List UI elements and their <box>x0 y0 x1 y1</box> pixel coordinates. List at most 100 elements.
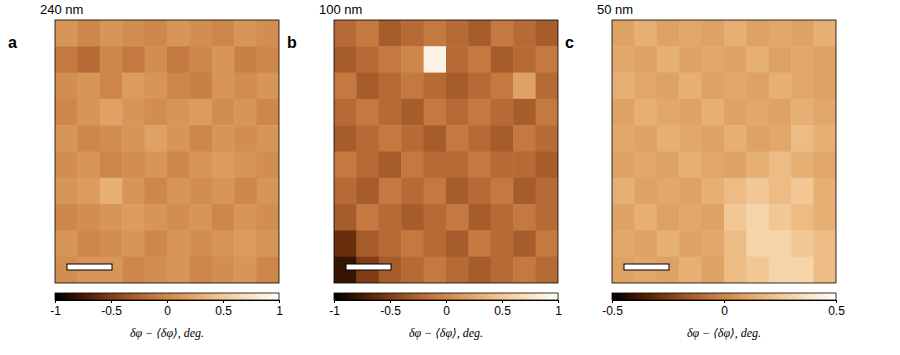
cell <box>468 46 491 73</box>
cell <box>334 73 357 100</box>
cell <box>513 257 536 283</box>
cell <box>702 46 725 73</box>
cell <box>791 257 814 283</box>
cell <box>401 178 424 205</box>
cell <box>634 204 657 231</box>
cell <box>724 73 747 100</box>
cell <box>634 125 657 152</box>
cell <box>100 46 123 73</box>
cell <box>145 204 168 231</box>
tick-label: -0.5 <box>602 304 623 318</box>
cell <box>679 99 702 126</box>
cell <box>257 230 279 257</box>
cell <box>491 257 514 283</box>
cell <box>356 204 379 231</box>
cell <box>702 178 725 205</box>
cell <box>212 152 235 179</box>
cell <box>100 152 123 179</box>
cell <box>634 230 657 257</box>
cell <box>77 73 100 100</box>
cell <box>513 46 536 73</box>
cell <box>724 152 747 179</box>
cell <box>100 204 123 231</box>
cell <box>446 99 469 126</box>
cell <box>356 230 379 257</box>
cell <box>167 46 190 73</box>
colorbar-label: δφ − ⟨δφ⟩, deg. <box>409 326 483 340</box>
cell <box>657 99 680 126</box>
tick-label: -0.5 <box>380 304 401 318</box>
cell <box>189 257 212 283</box>
cell <box>513 73 536 100</box>
cell <box>334 20 357 47</box>
tick: 0.5 <box>494 300 511 318</box>
cell <box>234 152 257 179</box>
cell <box>612 73 635 100</box>
tick: 0.5 <box>215 300 232 318</box>
cell <box>746 125 769 152</box>
cell <box>100 73 123 100</box>
cell <box>122 125 145 152</box>
cell <box>334 204 357 231</box>
cell <box>468 152 491 179</box>
panel: 240 nma-1-0.500.51δφ − ⟨δφ⟩, deg. <box>8 2 283 340</box>
cell <box>212 125 235 152</box>
cell <box>468 178 491 205</box>
cell <box>189 73 212 100</box>
cell <box>769 230 792 257</box>
cell <box>100 178 123 205</box>
cell <box>657 20 680 47</box>
cell <box>189 125 212 152</box>
cell <box>234 46 257 73</box>
scale-bar <box>67 264 112 270</box>
panel: 100 nmb-1-0.500.51δφ − ⟨δφ⟩, deg. <box>287 2 562 340</box>
tick-label: 0.5 <box>828 304 845 318</box>
cell <box>167 230 190 257</box>
tick-label: 0 <box>443 304 450 318</box>
cell <box>356 125 379 152</box>
cell <box>702 230 725 257</box>
cell <box>536 257 558 283</box>
cell <box>769 257 792 283</box>
cell <box>746 73 769 100</box>
cell <box>724 257 747 283</box>
cell <box>77 152 100 179</box>
cell <box>167 152 190 179</box>
cell <box>379 99 402 126</box>
cell <box>122 178 145 205</box>
tick: 1 <box>276 300 283 318</box>
cell <box>212 99 235 126</box>
cell <box>401 99 424 126</box>
cell <box>724 178 747 205</box>
cell <box>234 204 257 231</box>
cell <box>491 20 514 47</box>
cell <box>401 73 424 100</box>
cell <box>679 178 702 205</box>
cell <box>55 125 78 152</box>
cell <box>612 178 635 205</box>
cell <box>724 99 747 126</box>
cell <box>334 230 357 257</box>
cell <box>379 73 402 100</box>
cell <box>769 99 792 126</box>
tick: 0 <box>164 300 171 318</box>
cell <box>814 73 836 100</box>
tick: 0 <box>721 300 728 318</box>
cell <box>702 152 725 179</box>
cell <box>791 73 814 100</box>
cell <box>424 20 447 47</box>
cell <box>724 230 747 257</box>
cell <box>702 204 725 231</box>
cell <box>356 73 379 100</box>
cell <box>401 125 424 152</box>
scale-bar <box>346 264 391 270</box>
tick-label: 1 <box>555 304 562 318</box>
tick: 0 <box>443 300 450 318</box>
cell <box>746 99 769 126</box>
cell <box>356 20 379 47</box>
cell <box>424 46 447 73</box>
cell <box>379 46 402 73</box>
cell <box>167 204 190 231</box>
cell <box>145 46 168 73</box>
cell <box>145 73 168 100</box>
